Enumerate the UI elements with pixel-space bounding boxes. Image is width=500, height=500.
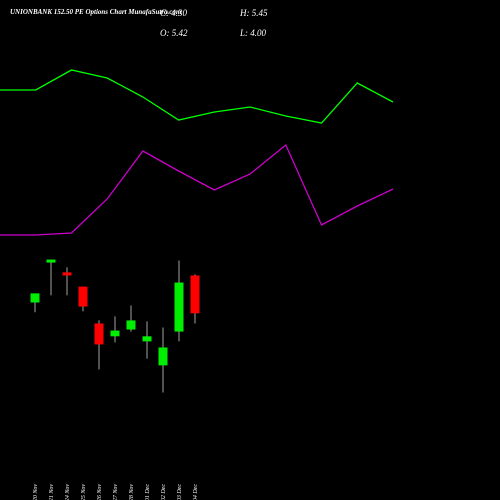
x-tick-label: 01 Dec — [145, 484, 151, 500]
x-tick-label: 25 Nov — [81, 484, 87, 500]
candle-body — [158, 347, 168, 366]
line-series — [0, 143, 394, 236]
chart-title: UNIONBANK 152.50 PE Options Chart Munafa… — [10, 8, 182, 16]
x-tick-label: 03 Dec — [177, 484, 183, 500]
x-tick-label: 26 Nov — [97, 484, 103, 500]
close-text: C: 4.30 — [160, 8, 188, 18]
candle-body — [190, 275, 200, 314]
line-series — [0, 69, 394, 124]
candle-body — [94, 323, 104, 345]
x-tick-label: 04 Dec — [192, 484, 199, 500]
x-tick-label: 24 Nov — [64, 484, 71, 500]
candle-body — [126, 320, 136, 330]
x-tick-label: 27 Nov — [113, 484, 119, 500]
candle-body — [46, 259, 56, 263]
high-text: H: 5.45 — [239, 8, 268, 18]
candle-body — [30, 293, 40, 303]
x-tick-label: 20 Nov — [33, 484, 39, 500]
candle-body — [142, 336, 152, 342]
x-tick-label: 02 Dec — [161, 484, 167, 500]
candle-body — [62, 272, 72, 276]
low-text: L: 4.00 — [239, 28, 267, 38]
candle-body — [110, 330, 120, 337]
open-text: O: 5.42 — [160, 28, 188, 38]
candle-body — [78, 286, 88, 307]
candle-body — [174, 282, 184, 332]
x-tick-label: 21 Nov — [49, 484, 55, 500]
x-tick-label: 28 Nov — [129, 484, 135, 500]
